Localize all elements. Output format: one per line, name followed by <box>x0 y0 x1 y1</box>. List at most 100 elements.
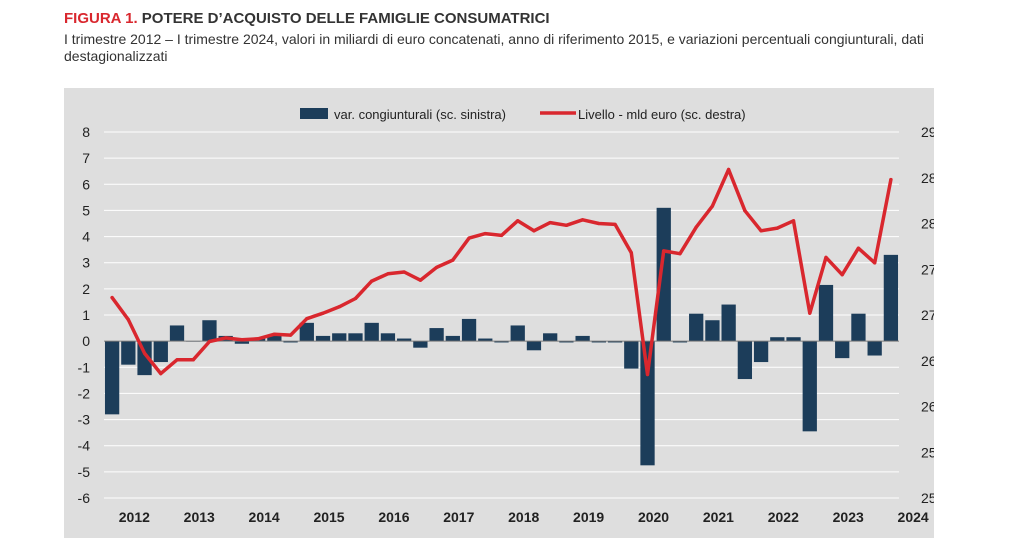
chart-background <box>64 88 934 538</box>
y-left-tick-label: 1 <box>82 307 90 323</box>
bar <box>461 318 477 342</box>
line-point <box>581 218 585 222</box>
line-point <box>873 261 877 265</box>
x-tick-label: 2019 <box>573 509 604 525</box>
bar <box>883 254 899 342</box>
x-tick-label: 2013 <box>184 509 215 525</box>
legend-bar-swatch <box>300 108 328 119</box>
legend-line-label: Livello - mld euro (sc. destra) <box>578 107 746 122</box>
bar <box>348 333 363 342</box>
bar <box>104 341 120 415</box>
line-point <box>159 371 163 376</box>
figure-subtitle: I trimestre 2012 – I trimestre 2024, val… <box>64 31 924 64</box>
line-point <box>337 305 341 309</box>
bar <box>802 341 817 432</box>
bar <box>591 341 606 343</box>
line-point <box>743 209 747 213</box>
y-left-tick-label: -5 <box>78 464 91 480</box>
legend-bar-label: var. congiunturali (sc. sinistra) <box>334 107 506 122</box>
line-point <box>808 311 812 315</box>
line-point <box>467 236 471 240</box>
bar <box>640 341 655 466</box>
line-point <box>240 338 244 342</box>
y-right-tick-label: 280 <box>921 216 934 232</box>
x-tick-label: 2023 <box>833 509 864 525</box>
line-point <box>791 219 796 223</box>
y-right-tick-label: 265 <box>921 353 934 369</box>
line-point <box>775 226 779 230</box>
line-point <box>207 339 212 344</box>
line-point <box>256 337 260 341</box>
bar <box>575 335 590 342</box>
line-point <box>321 311 325 315</box>
line-point <box>435 265 439 270</box>
figure-title: FIGURA 1. POTERE D’ACQUISTO DELLE FAMIGL… <box>64 10 994 28</box>
y-left-tick-label: 2 <box>82 281 90 297</box>
line-point <box>710 204 715 208</box>
line-point <box>305 317 309 321</box>
figure-header: FIGURA 1. POTERE D’ACQUISTO DELLE FAMIGL… <box>64 10 994 65</box>
y-left-tick-label: 6 <box>82 176 90 192</box>
line-point <box>613 222 617 227</box>
y-left-tick-label: -1 <box>78 359 91 375</box>
line-point <box>126 317 130 322</box>
figure-title-text: POTERE D’ACQUISTO DELLE FAMIGLIE CONSUMA… <box>141 10 550 27</box>
line-point <box>759 229 763 233</box>
y-left-tick-label: 4 <box>82 229 90 245</box>
bar <box>510 325 525 342</box>
bar <box>737 341 753 380</box>
bar <box>478 338 493 342</box>
y-left-tick-label: 5 <box>82 202 90 218</box>
line-point <box>662 249 666 253</box>
line-point <box>694 225 698 229</box>
y-left-tick-label: 7 <box>82 150 90 166</box>
bar <box>267 335 282 342</box>
line-point <box>727 167 731 172</box>
x-tick-label: 2015 <box>313 509 344 525</box>
bar <box>445 335 460 342</box>
line-point <box>889 177 893 182</box>
bar <box>543 333 558 342</box>
line-point <box>191 358 195 362</box>
x-tick-label: 2021 <box>703 509 734 525</box>
bar <box>299 322 314 342</box>
bar <box>429 328 444 342</box>
line-point <box>353 296 358 301</box>
line-point <box>272 332 276 336</box>
bar <box>332 333 347 342</box>
line-point <box>175 358 179 362</box>
bar <box>380 333 396 342</box>
y-left-tick-label: -3 <box>78 412 91 428</box>
bar <box>494 341 509 343</box>
y-left-tick-label: 3 <box>82 255 90 271</box>
bar <box>202 320 217 342</box>
y-right-tick-label: 270 <box>921 307 934 323</box>
line-point <box>645 372 650 377</box>
y-right-tick-label: 260 <box>921 399 934 415</box>
y-left-tick-label: 0 <box>82 333 90 349</box>
line-point <box>499 233 504 237</box>
line-point <box>597 221 601 226</box>
y-right-tick-label: 275 <box>921 261 934 277</box>
chart: 8 7 6 5 4 3 2 1 0 -1 -2 -3 -4 -5 -6 290 285 280 275 270 265… <box>64 88 934 538</box>
y-left-tick-label: -4 <box>78 438 91 454</box>
line-point <box>532 229 536 233</box>
bar <box>689 313 704 342</box>
line-point <box>451 258 455 262</box>
bar <box>624 341 639 369</box>
y-left-tick-label: -2 <box>78 385 91 401</box>
bar <box>721 304 736 342</box>
line-point <box>224 336 228 340</box>
bar <box>753 341 769 363</box>
bar <box>786 337 801 342</box>
bar <box>851 313 866 342</box>
figure-number: FIGURA 1. <box>64 10 138 27</box>
bar <box>397 338 412 342</box>
y-right-tick-label: 255 <box>921 444 934 460</box>
line-point <box>824 255 828 259</box>
y-right-tick-label: 250 <box>921 490 934 506</box>
y-right-tick-label: 290 <box>921 124 934 140</box>
bar <box>835 341 850 359</box>
bar <box>121 341 136 365</box>
bar <box>526 341 542 351</box>
